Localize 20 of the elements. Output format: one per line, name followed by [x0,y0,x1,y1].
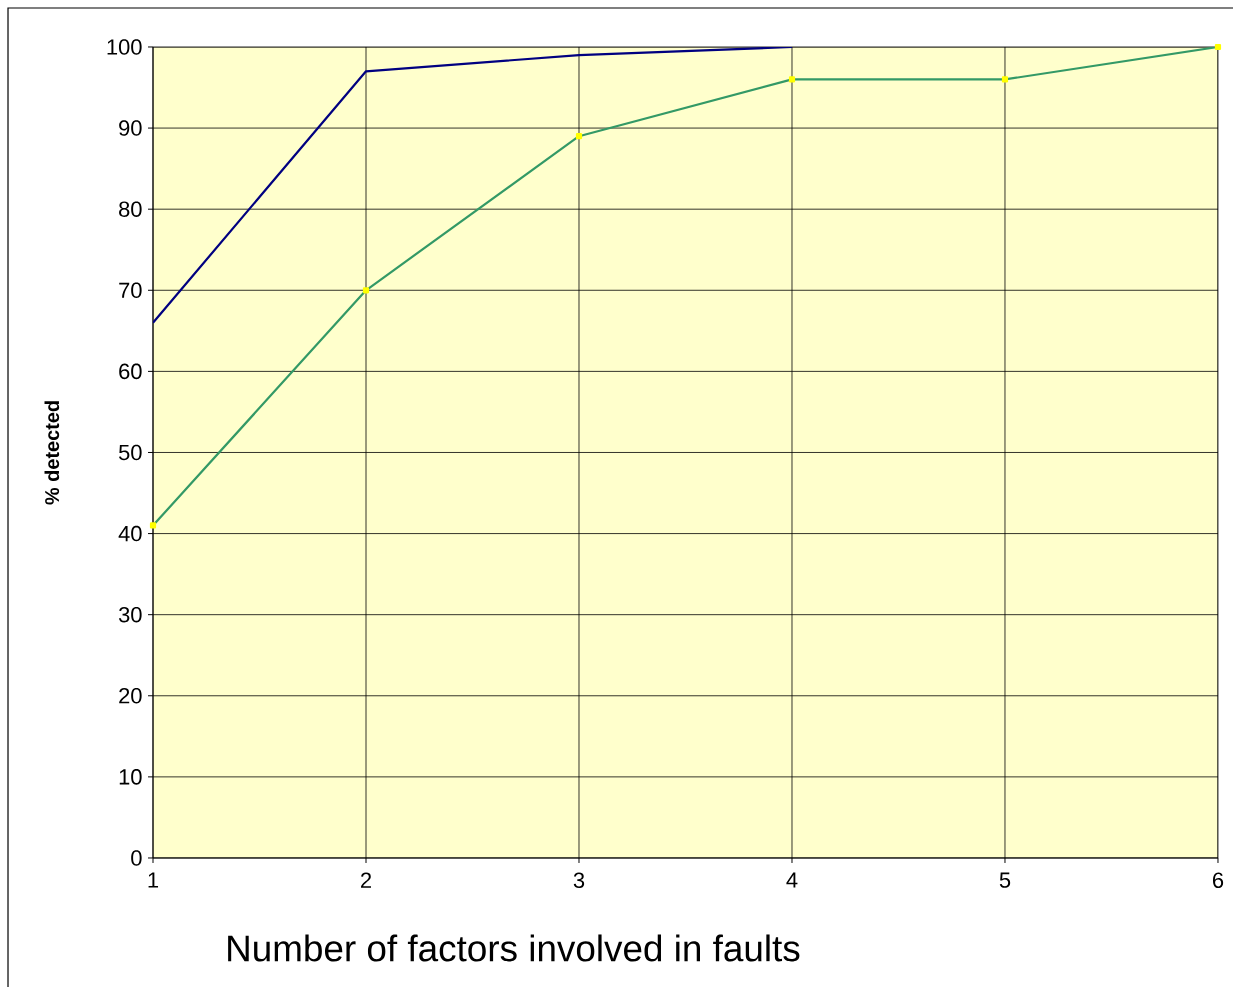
x-tick-label: 6 [1212,872,1224,889]
y-tick-label: 100 [107,39,142,55]
y-tick-label: 70 [119,282,142,299]
x-tick-label: 2 [361,872,371,888]
y-tick-label: 40 [118,525,142,542]
y-tick-label: 0 [131,850,142,866]
y-tick-label: 10 [119,769,142,785]
y-tick-label: 80 [119,201,142,217]
y-axis-title: % detected [44,401,60,505]
y-tick-label: 90 [119,120,142,136]
x-axis-title: Number of factors involved in faults [228,934,800,962]
y-tick-label: 30 [118,606,142,623]
x-tick-label: 5 [999,872,1011,888]
y-tick-label: 20 [119,688,142,704]
x-tick-label: 4 [786,872,798,888]
x-tick-label: 1 [148,872,159,888]
y-tick-label: 60 [119,363,142,380]
line-series [153,46,794,324]
y-tick-label: 50 [118,444,142,461]
x-tick-label: 3 [573,872,585,889]
